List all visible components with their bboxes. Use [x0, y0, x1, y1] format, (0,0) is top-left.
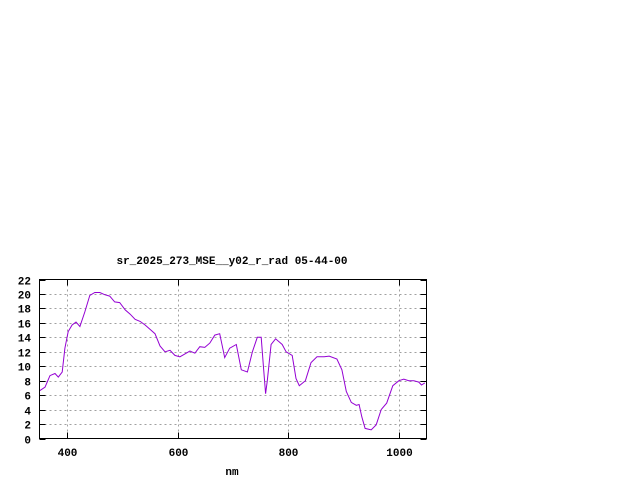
y-tick-label: 22 — [18, 277, 31, 289]
series-line — [39, 292, 426, 431]
x-tick-label: 1000 — [386, 448, 412, 460]
y-tick-label: 20 — [18, 291, 31, 303]
y-tick-label: 8 — [24, 378, 31, 390]
y-tick-label: 6 — [24, 392, 31, 404]
plot-frame — [39, 279, 427, 439]
x-tick-label: 600 — [169, 448, 189, 460]
y-tick-label: 0 — [24, 436, 31, 448]
y-tick-label: 2 — [24, 421, 31, 433]
chart-title: sr_2025_273_MSE__y02_r_rad 05-44-00 — [116, 256, 347, 268]
y-tick-label: 14 — [18, 334, 32, 346]
x-tick-label: 400 — [58, 448, 78, 460]
y-tick-label: 10 — [18, 363, 31, 375]
y-tick-label: 4 — [24, 407, 31, 419]
x-axis-label: nm — [225, 467, 239, 479]
y-tick-label: 12 — [18, 349, 31, 361]
x-tick-label: 800 — [279, 448, 299, 460]
y-tick-label: 18 — [18, 305, 32, 317]
axis-ticks: 0 2 4 6 8 10 12 14 16 18 20 22 400 600 800 1000 — [18, 277, 427, 460]
y-tick-label: 16 — [18, 320, 31, 332]
grid — [39, 279, 427, 439]
